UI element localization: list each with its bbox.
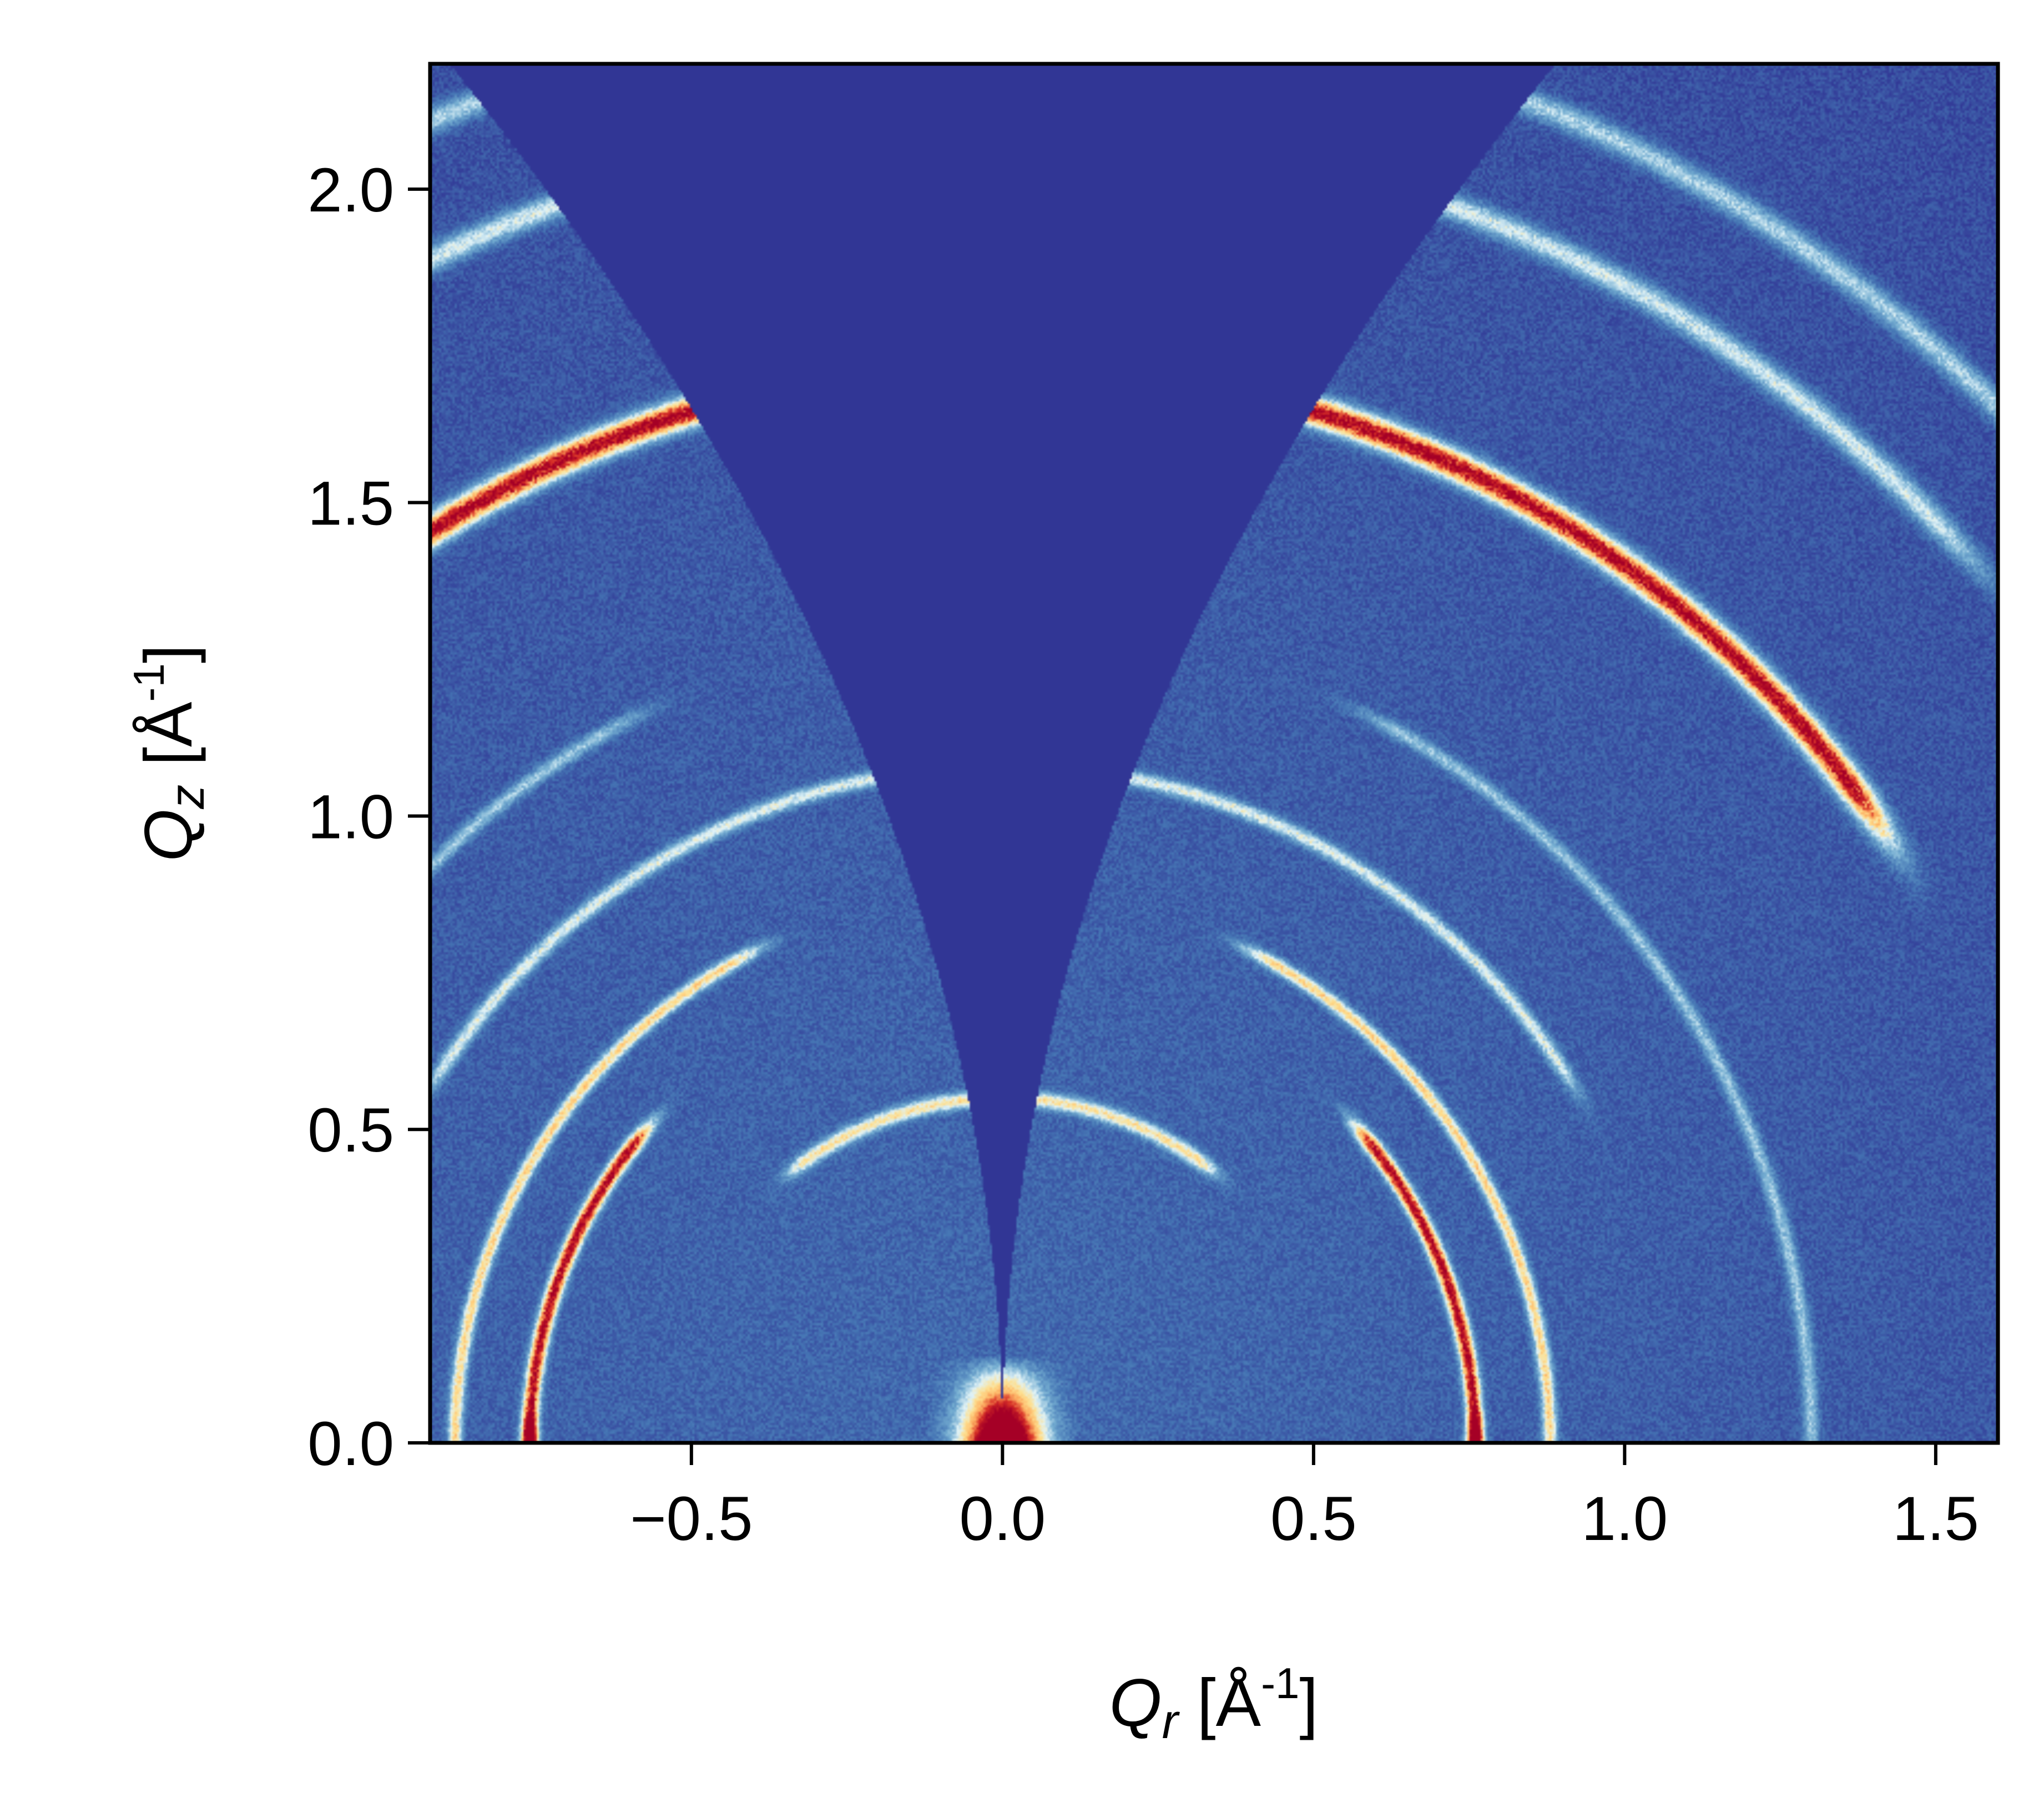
x-axis-label: Qr [Å-1]	[1109, 1659, 1319, 1749]
x-tick-label: −0.5	[630, 1484, 753, 1553]
x-tick-label: 0.0	[959, 1484, 1046, 1553]
intensity-heatmap	[430, 64, 1998, 1443]
x-tick-label: 1.0	[1582, 1484, 1668, 1553]
plot-area	[430, 64, 1998, 1443]
y-tick-label: 0.5	[307, 1095, 394, 1165]
x-axis-ticks: −0.5 0.0 0.5 1.0 1.5	[630, 1443, 1979, 1553]
y-axis-label: Qz [Å-1]	[124, 644, 214, 861]
x-tick-label: 1.5	[1892, 1484, 1979, 1553]
y-tick-label: 1.0	[307, 782, 394, 851]
y-tick-label: 1.5	[307, 469, 394, 538]
plot-frame	[428, 62, 2000, 1445]
y-tick-label: 2.0	[307, 155, 394, 225]
y-tick-label: 0.0	[307, 1409, 394, 1478]
y-axis-ticks: 0.0 0.5 1.0 1.5 2.0	[307, 155, 430, 1478]
x-tick-label: 0.5	[1270, 1484, 1357, 1553]
